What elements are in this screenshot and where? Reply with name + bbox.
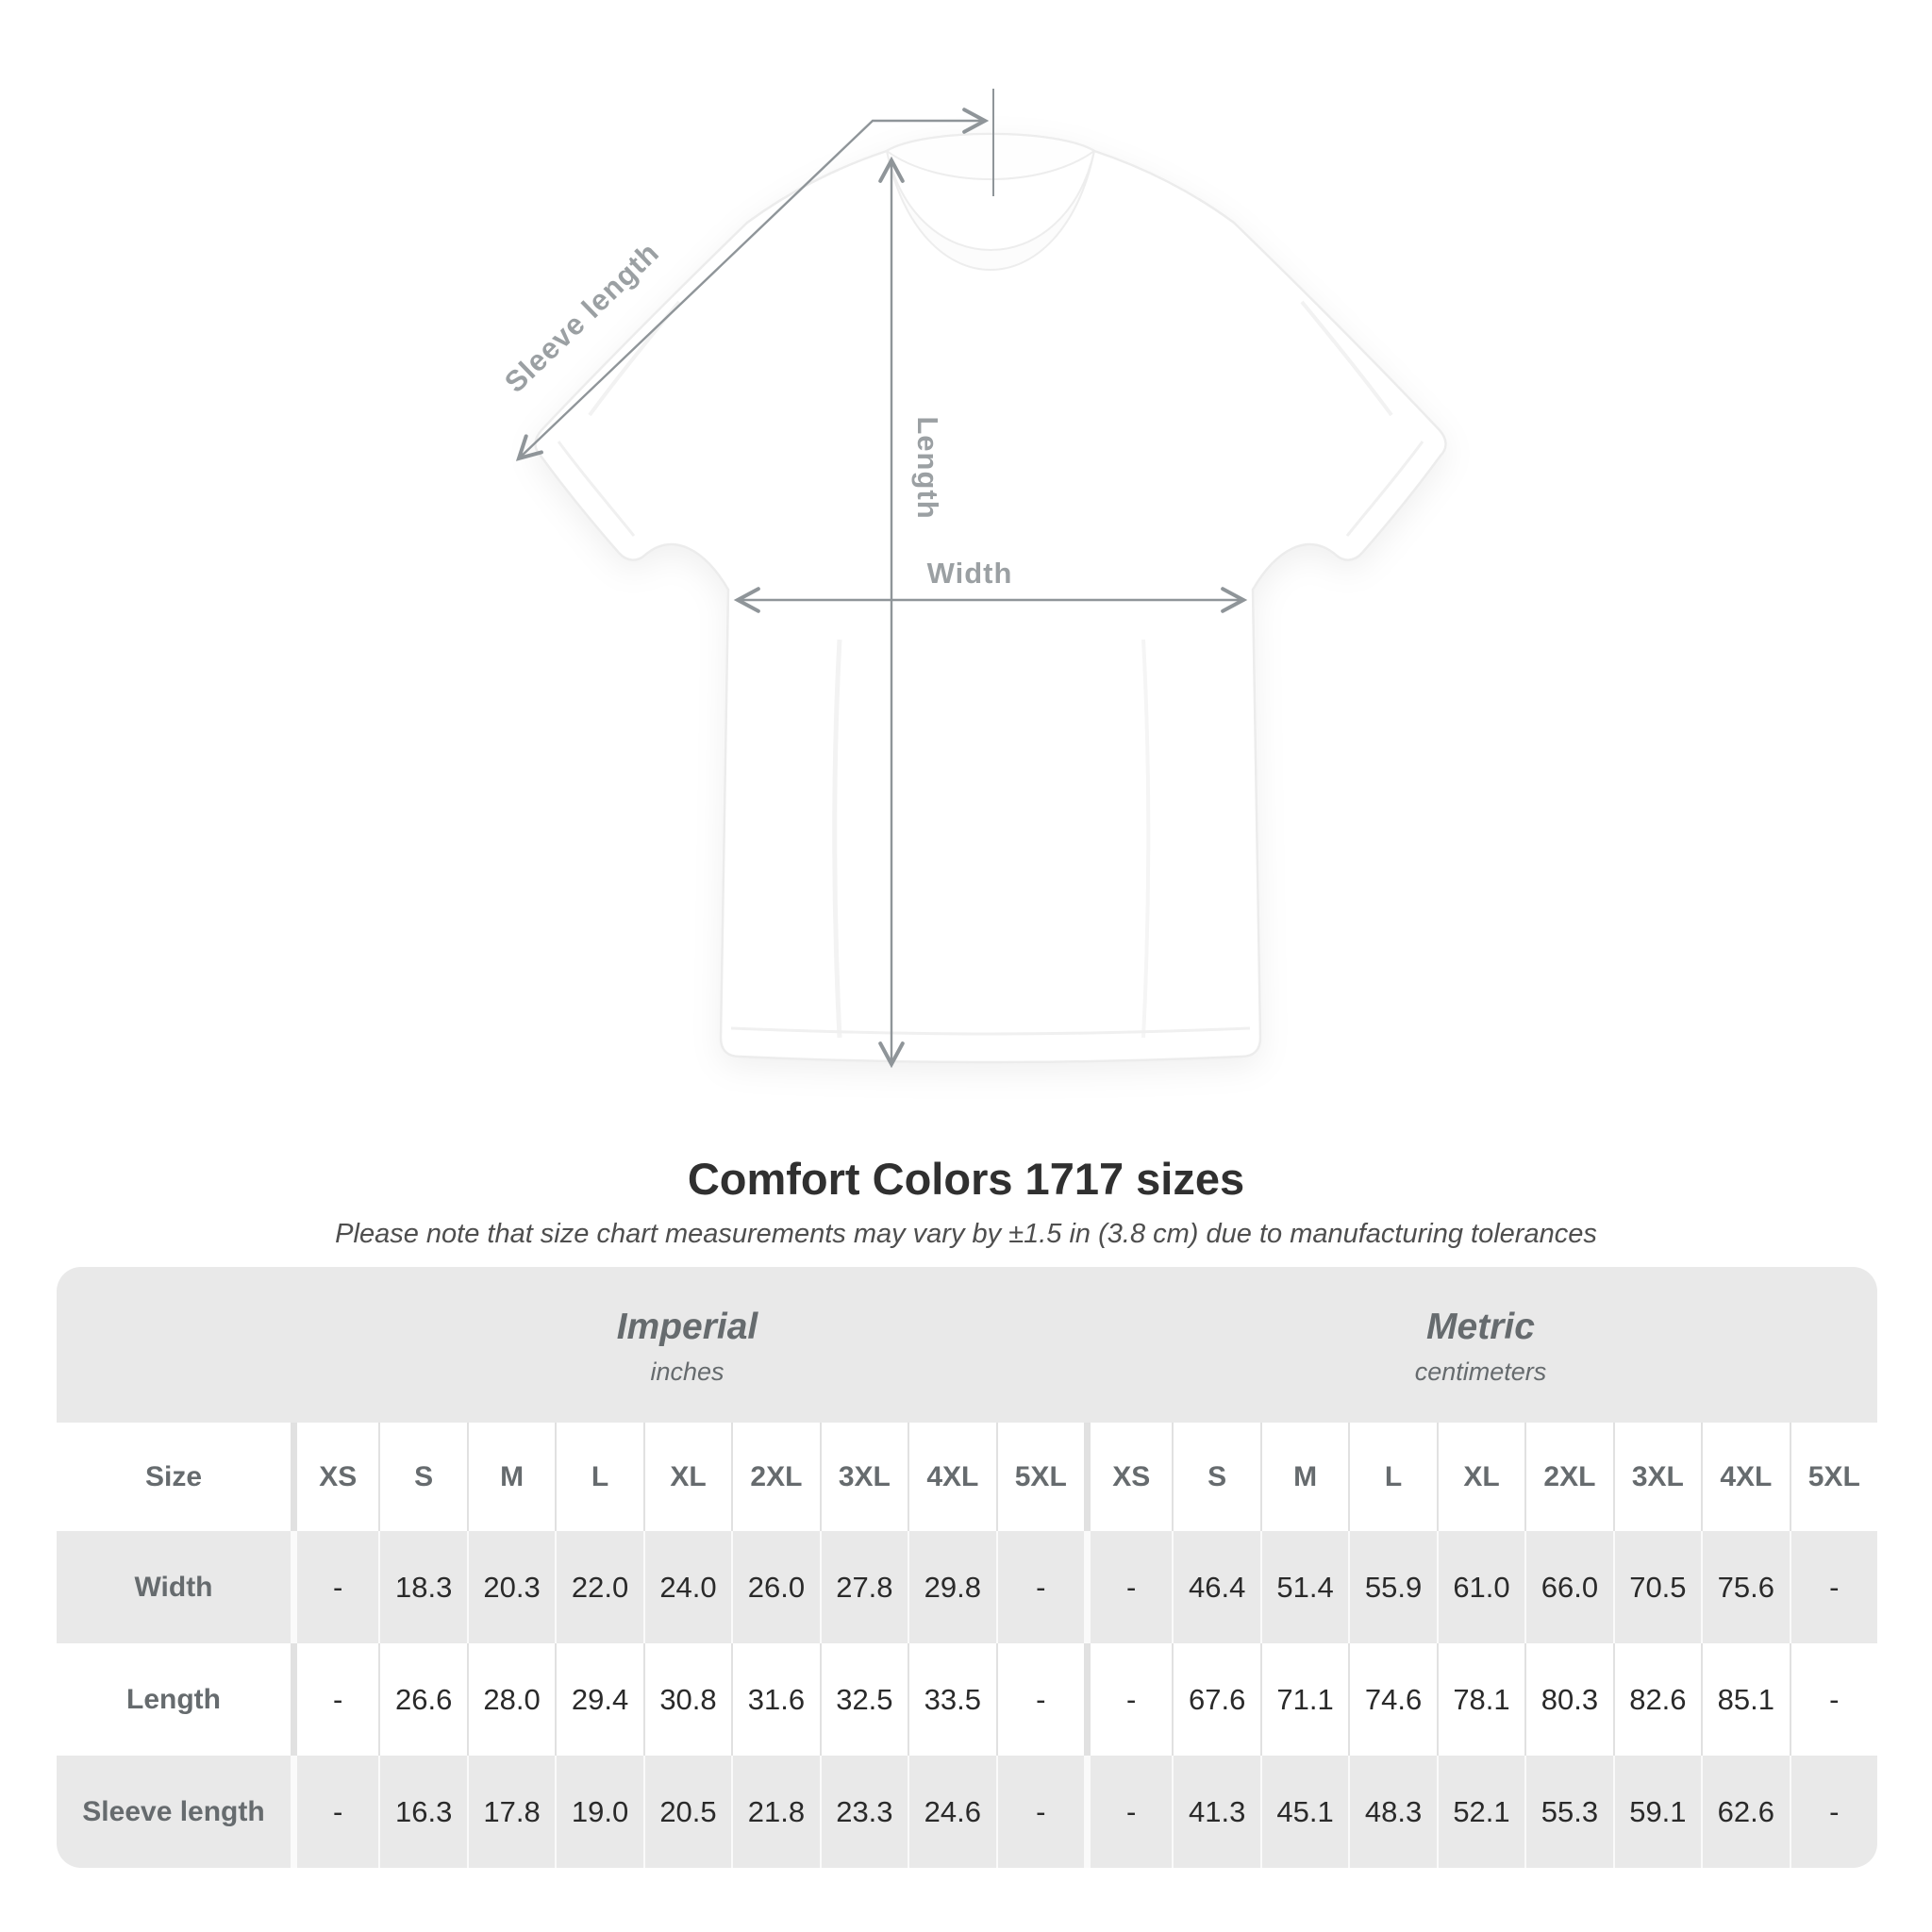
- size-value-cell: 29.4: [555, 1643, 643, 1756]
- group-imperial-label: Imperial: [616, 1307, 758, 1347]
- size-value-cell: 66.0: [1524, 1531, 1613, 1643]
- col-header: S: [378, 1423, 467, 1531]
- size-value-cell: -: [291, 1756, 379, 1868]
- size-value-cell: 41.3: [1172, 1756, 1260, 1868]
- tshirt-measurement-diagram: Sleeve length Length Width: [498, 89, 1447, 1069]
- size-value-cell: 67.6: [1172, 1643, 1260, 1756]
- size-value-cell: -: [995, 1531, 1084, 1643]
- size-value-cell: 30.8: [642, 1643, 732, 1756]
- size-value-cell: 32.5: [819, 1643, 908, 1756]
- col-header: 4XL: [908, 1423, 996, 1531]
- size-value-cell: -: [291, 1643, 379, 1756]
- size-header: Size: [57, 1423, 291, 1531]
- size-value-cell: 16.3: [378, 1756, 467, 1868]
- size-value-cell: 59.1: [1612, 1756, 1702, 1868]
- col-header: L: [1348, 1423, 1437, 1531]
- col-header: L: [555, 1423, 643, 1531]
- size-value-cell: 52.1: [1436, 1756, 1525, 1868]
- size-value-cell: 22.0: [555, 1531, 643, 1643]
- size-value-cell: -: [1083, 1756, 1173, 1868]
- size-value-cell: 23.3: [819, 1756, 908, 1868]
- size-value-cell: 24.0: [642, 1531, 732, 1643]
- size-chart-panel: Imperial inches Metric centimeters Size …: [57, 1267, 1877, 1868]
- size-value-cell: 48.3: [1348, 1756, 1437, 1868]
- size-value-cell: 27.8: [819, 1531, 908, 1643]
- size-value-cell: 74.6: [1348, 1643, 1437, 1756]
- size-value-cell: -: [291, 1531, 379, 1643]
- col-header: 3XL: [1612, 1423, 1702, 1531]
- size-value-cell: -: [1083, 1643, 1173, 1756]
- size-value-cell: 85.1: [1701, 1643, 1790, 1756]
- col-header: S: [1172, 1423, 1260, 1531]
- tolerance-note: Please note that size chart measurements…: [335, 1219, 1597, 1249]
- size-value-cell: 31.6: [731, 1643, 820, 1756]
- group-metric-unit: centimeters: [1414, 1357, 1547, 1386]
- size-value-cell: -: [1083, 1531, 1173, 1643]
- size-value-cell: 61.0: [1436, 1531, 1525, 1643]
- size-value-cell: 29.8: [908, 1531, 996, 1643]
- group-imperial-unit: inches: [650, 1357, 724, 1386]
- size-value-cell: 62.6: [1701, 1756, 1790, 1868]
- width-label: Width: [927, 557, 1013, 590]
- size-value-cell: 46.4: [1172, 1531, 1260, 1643]
- size-value-cell: 26.0: [731, 1531, 820, 1643]
- size-value-cell: -: [1789, 1531, 1877, 1643]
- row-label-sleeve-length: Sleeve length: [57, 1756, 291, 1868]
- size-value-cell: 70.5: [1612, 1531, 1702, 1643]
- size-value-cell: 24.6: [908, 1756, 996, 1868]
- size-value-cell: 17.8: [466, 1756, 556, 1868]
- group-imperial: Imperial inches: [291, 1267, 1084, 1423]
- row-label-length: Length: [57, 1643, 291, 1756]
- col-header: XS: [1083, 1423, 1173, 1531]
- sleeve-length-arrow: [515, 108, 990, 461]
- size-value-cell: -: [1789, 1756, 1877, 1868]
- col-header: 5XL: [1789, 1423, 1877, 1531]
- size-value-cell: 80.3: [1524, 1643, 1613, 1756]
- col-header: 3XL: [819, 1423, 908, 1531]
- size-value-cell: 28.0: [466, 1643, 556, 1756]
- tshirt-graphic: [534, 132, 1447, 1064]
- length-label: Length: [911, 416, 944, 519]
- size-value-cell: 26.6: [378, 1643, 467, 1756]
- col-header: 5XL: [995, 1423, 1084, 1531]
- col-header: M: [1259, 1423, 1349, 1531]
- size-value-cell: 82.6: [1612, 1643, 1702, 1756]
- size-value-cell: -: [1789, 1643, 1877, 1756]
- col-header: XS: [291, 1423, 379, 1531]
- size-value-cell: 45.1: [1259, 1756, 1349, 1868]
- col-header: 4XL: [1701, 1423, 1790, 1531]
- size-value-cell: 71.1: [1259, 1643, 1349, 1756]
- col-header: 2XL: [1524, 1423, 1613, 1531]
- size-value-cell: 75.6: [1701, 1531, 1790, 1643]
- size-value-cell: 21.8: [731, 1756, 820, 1868]
- size-value-cell: 20.5: [642, 1756, 732, 1868]
- size-value-cell: 20.3: [466, 1531, 556, 1643]
- size-value-cell: 55.3: [1524, 1756, 1613, 1868]
- col-header: M: [466, 1423, 556, 1531]
- size-value-cell: 55.9: [1348, 1531, 1437, 1643]
- page-title: Comfort Colors 1717 sizes: [687, 1154, 1245, 1204]
- col-header: XL: [642, 1423, 732, 1531]
- size-value-cell: 33.5: [908, 1643, 996, 1756]
- band-corner: [57, 1267, 291, 1423]
- col-header: XL: [1436, 1423, 1525, 1531]
- size-value-cell: 51.4: [1259, 1531, 1349, 1643]
- size-value-cell: 78.1: [1436, 1643, 1525, 1756]
- size-value-cell: 19.0: [555, 1756, 643, 1868]
- size-value-cell: -: [995, 1756, 1084, 1868]
- size-value-cell: -: [995, 1643, 1084, 1756]
- group-metric-label: Metric: [1426, 1307, 1535, 1347]
- group-metric: Metric centimeters: [1083, 1267, 1877, 1423]
- col-header: 2XL: [731, 1423, 820, 1531]
- row-label-width: Width: [57, 1531, 291, 1643]
- size-value-cell: 18.3: [378, 1531, 467, 1643]
